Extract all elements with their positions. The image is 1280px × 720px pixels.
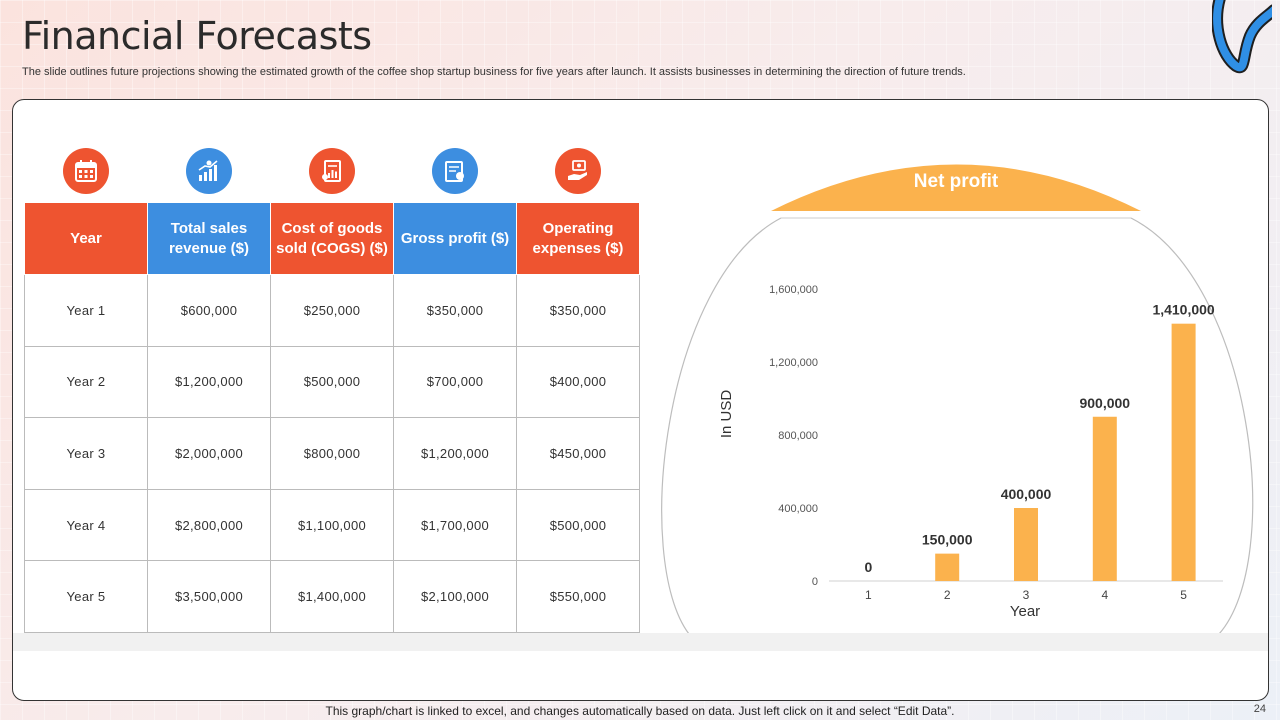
header-year: Year — [24, 202, 148, 275]
content-panel: Year Total sales revenue ($) Cost of goo… — [12, 99, 1269, 701]
table-cell: $600,000 — [147, 274, 271, 347]
chart-bar[interactable] — [935, 553, 960, 581]
bar-data-label: 1,410,000 — [1152, 302, 1214, 318]
x-tick-label: 4 — [1101, 588, 1108, 602]
profit-document-icon — [432, 148, 478, 194]
chart-left-arc — [661, 217, 782, 635]
table-icons-row — [24, 148, 639, 194]
table-cell: $250,000 — [270, 274, 394, 347]
bar-data-label: 0 — [865, 559, 873, 575]
x-tick-label: 1 — [865, 588, 872, 602]
chart-title: Net profit — [914, 171, 999, 192]
y-tick-label: 400,000 — [778, 503, 818, 515]
table-cell: $450,000 — [516, 417, 640, 490]
table-cell: $500,000 — [270, 345, 394, 419]
x-tick-label: 2 — [944, 588, 951, 602]
table-cell: $1,200,000 — [147, 345, 271, 419]
table-cell: $350,000 — [393, 274, 517, 347]
y-tick-label: 800,000 — [778, 430, 818, 442]
table-row: Year 5 $3,500,000 $1,400,000 $2,100,000 … — [24, 560, 640, 633]
table-cell: $3,500,000 — [147, 560, 271, 633]
x-tick-label: 5 — [1180, 588, 1187, 602]
table-row: Year 1 $600,000 $250,000 $350,000 $350,0… — [24, 274, 640, 347]
footer-note: This graph/chart is linked to excel, and… — [325, 704, 955, 718]
bar-data-label: 900,000 — [1079, 395, 1130, 411]
header-operating-expenses: Operating expenses ($) — [516, 202, 640, 275]
expense-hand-icon — [555, 148, 601, 194]
financial-table: Year Total sales revenue ($) Cost of goo… — [24, 202, 640, 633]
bottom-strip — [13, 633, 1268, 651]
x-axis-label: Year — [1010, 603, 1040, 620]
chart-bar[interactable] — [1171, 323, 1196, 581]
net-profit-chart[interactable]: Net profit In USD Year 0 400,000 800,000 1,… — [653, 140, 1263, 640]
table-cell: Year 5 — [24, 560, 148, 633]
calendar-icon — [63, 148, 109, 194]
table-cell: $1,700,000 — [393, 488, 517, 562]
x-tick-label: 3 — [1023, 588, 1030, 602]
page-subtitle: The slide outlines future projections sh… — [22, 66, 966, 78]
chart-bar[interactable] — [1014, 508, 1038, 581]
table-row: Year 3 $2,000,000 $800,000 $1,200,000 $4… — [24, 417, 640, 490]
decorative-swirl-icon — [1212, 0, 1272, 74]
y-axis-label: In USD — [718, 390, 735, 439]
table-cell: Year 4 — [24, 488, 148, 562]
table-row: Year 4 $2,800,000 $1,100,000 $1,700,000 … — [24, 488, 640, 562]
table-row: Year 2 $1,200,000 $500,000 $700,000 $400… — [24, 345, 640, 419]
table-cell: Year 1 — [24, 274, 148, 347]
chart-title-banner — [771, 164, 1141, 211]
table-cell: $2,000,000 — [147, 417, 271, 490]
bar-data-label: 400,000 — [1001, 486, 1052, 502]
table-header-row: Year Total sales revenue ($) Cost of goo… — [24, 202, 640, 275]
growth-chart-icon — [186, 148, 232, 194]
y-tick-label: 0 — [812, 576, 818, 588]
table-cell: Year 2 — [24, 345, 148, 419]
page-number: 24 — [1253, 703, 1266, 715]
header-total-sales-revenue: Total sales revenue ($) — [147, 202, 271, 275]
chart-right-arc — [1130, 217, 1254, 635]
y-tick-label: 1,600,000 — [769, 284, 818, 296]
table-cell: $550,000 — [516, 560, 640, 633]
table-cell: $1,100,000 — [270, 488, 394, 562]
table-cell: $500,000 — [516, 488, 640, 562]
table-cell: $1,200,000 — [393, 417, 517, 490]
header-cogs: Cost of goods sold (COGS) ($) — [270, 202, 394, 275]
y-tick-label: 1,200,000 — [769, 357, 818, 369]
table-cell: $700,000 — [393, 345, 517, 419]
table-cell: $2,800,000 — [147, 488, 271, 562]
table-cell: $1,400,000 — [270, 560, 394, 633]
receipt-icon — [309, 148, 355, 194]
table-cell: $350,000 — [516, 274, 640, 347]
table-cell: $800,000 — [270, 417, 394, 490]
table-cell: Year 3 — [24, 417, 148, 490]
table-cell: $400,000 — [516, 345, 640, 419]
page-title: Financial Forecasts — [22, 14, 372, 58]
bar-data-label: 150,000 — [922, 532, 973, 548]
chart-bar[interactable] — [1092, 416, 1117, 581]
header-gross-profit: Gross profit ($) — [393, 202, 517, 275]
table-cell: $2,100,000 — [393, 560, 517, 633]
